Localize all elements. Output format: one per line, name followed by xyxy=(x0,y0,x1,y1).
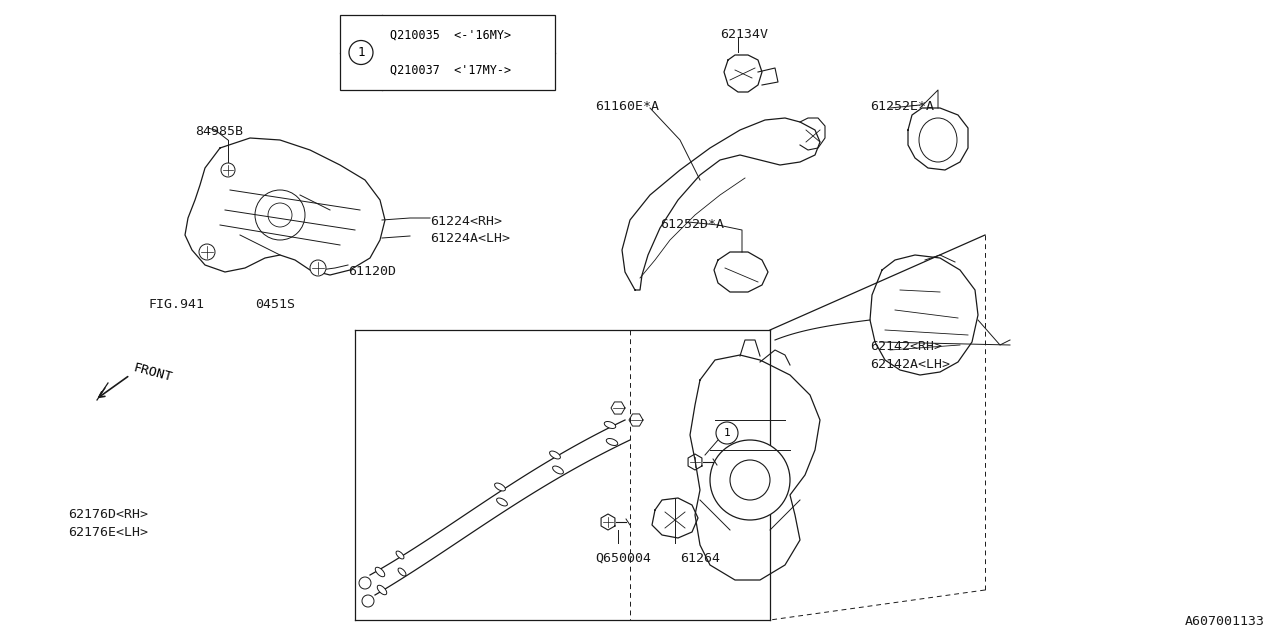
Ellipse shape xyxy=(375,567,385,577)
Text: A607001133: A607001133 xyxy=(1185,615,1265,628)
Text: 61160E*A: 61160E*A xyxy=(595,100,659,113)
Text: Q650004: Q650004 xyxy=(595,552,652,565)
Ellipse shape xyxy=(553,466,563,474)
Text: 84985B: 84985B xyxy=(195,125,243,138)
Text: 61224<RH>: 61224<RH> xyxy=(430,215,502,228)
Circle shape xyxy=(362,595,374,607)
Circle shape xyxy=(198,244,215,260)
Text: 61224A<LH>: 61224A<LH> xyxy=(430,232,509,245)
Ellipse shape xyxy=(604,422,616,429)
Text: Q210037  <'17MY->: Q210037 <'17MY-> xyxy=(390,63,511,76)
Bar xyxy=(340,15,556,90)
Text: 1: 1 xyxy=(723,428,731,438)
Circle shape xyxy=(716,422,739,444)
Circle shape xyxy=(710,440,790,520)
Text: 0451S: 0451S xyxy=(255,298,294,311)
Circle shape xyxy=(358,577,371,589)
Text: FIG.941: FIG.941 xyxy=(148,298,204,311)
Text: 61252D*A: 61252D*A xyxy=(660,218,724,231)
Text: 62176E<LH>: 62176E<LH> xyxy=(68,526,148,539)
Text: 61252E*A: 61252E*A xyxy=(870,100,934,113)
Text: 61120D: 61120D xyxy=(348,265,396,278)
Text: 62134V: 62134V xyxy=(719,28,768,41)
Text: 1: 1 xyxy=(357,46,365,59)
Text: Q210035  <-'16MY>: Q210035 <-'16MY> xyxy=(390,29,511,42)
Ellipse shape xyxy=(398,568,406,576)
Ellipse shape xyxy=(396,551,404,559)
Text: FRONT: FRONT xyxy=(132,362,174,385)
Ellipse shape xyxy=(378,585,387,595)
Text: 61264: 61264 xyxy=(680,552,719,565)
Circle shape xyxy=(349,40,372,65)
Text: 62142<RH>: 62142<RH> xyxy=(870,340,942,353)
Circle shape xyxy=(310,260,326,276)
Ellipse shape xyxy=(494,483,506,491)
Text: 62142A<LH>: 62142A<LH> xyxy=(870,358,950,371)
Ellipse shape xyxy=(549,451,561,459)
Ellipse shape xyxy=(607,438,618,445)
Circle shape xyxy=(730,460,771,500)
Text: 62176D<RH>: 62176D<RH> xyxy=(68,508,148,521)
Circle shape xyxy=(221,163,236,177)
Ellipse shape xyxy=(497,498,507,506)
